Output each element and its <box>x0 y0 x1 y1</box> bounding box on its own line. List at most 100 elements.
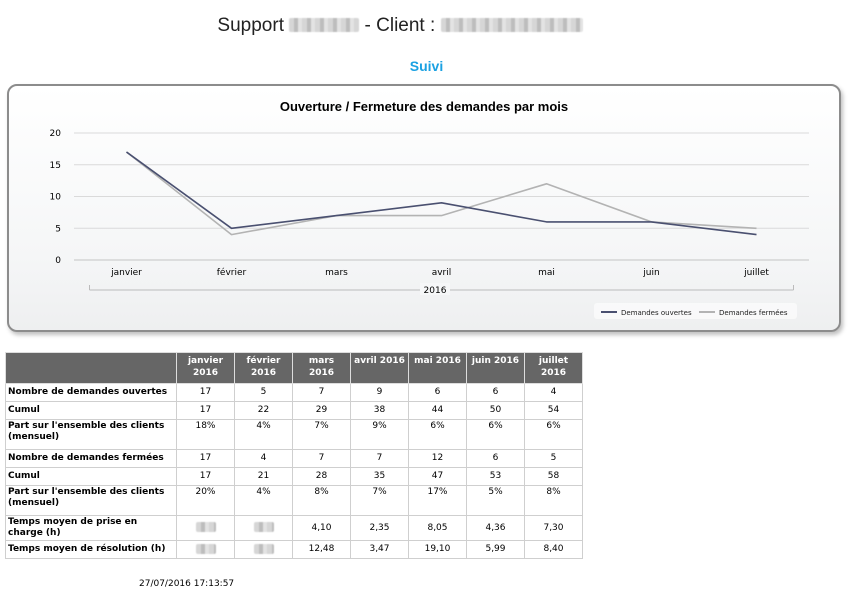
table-cell: 4% <box>234 419 293 450</box>
title-prefix: Support <box>217 15 284 36</box>
table-cell: 29 <box>292 401 351 420</box>
table-cell: 9 <box>350 383 409 402</box>
table-header-row: janvier 2016 février 2016 mars 2016 avril 20… <box>5 352 583 384</box>
table-cell: 6% <box>408 419 467 450</box>
table-cell: 20% <box>176 485 235 516</box>
table-cell: 47 <box>408 467 467 486</box>
y-tick-label: 5 <box>55 224 61 234</box>
x-tick-label: juillet <box>743 268 769 278</box>
series-line-demandes-ouvertes <box>126 151 757 236</box>
chart-panel: Ouverture / Fermeture des demandes par m… <box>7 84 841 332</box>
table-cell: 7 <box>292 383 351 402</box>
monthly-stats-table: janvier 2016 février 2016 mars 2016 avril 20… <box>5 352 583 559</box>
table-cell: 17 <box>176 401 235 420</box>
table-cell: 6 <box>408 383 467 402</box>
table-cell: 8% <box>524 485 583 516</box>
table-row: Part sur l'ensemble des clients (mensuel)… <box>5 485 583 516</box>
table-cell: 6 <box>466 383 525 402</box>
table-cell: 19,10 <box>408 540 467 559</box>
table-cell <box>176 515 235 541</box>
table-cell: 8,40 <box>524 540 583 559</box>
table-cell: 53 <box>466 467 525 486</box>
table-cell: 7 <box>292 449 351 468</box>
table-cell: 3,47 <box>350 540 409 559</box>
x-tick-label: juin <box>642 268 659 278</box>
table-cell: 18% <box>176 419 235 450</box>
table-column-header: janvier 2016 <box>176 352 235 384</box>
table-cell: 21 <box>234 467 293 486</box>
title-separator: - Client : <box>364 15 436 36</box>
redacted-value <box>253 522 274 533</box>
chart-title: Ouverture / Fermeture des demandes par m… <box>280 99 568 114</box>
table-cell: 50 <box>466 401 525 420</box>
table-cell: 7 <box>350 449 409 468</box>
table-cell: 6% <box>466 419 525 450</box>
table-cell: 6 <box>466 449 525 468</box>
y-tick-label: 15 <box>50 161 61 171</box>
x-tick-label: mars <box>325 268 348 278</box>
redacted-value <box>195 522 216 533</box>
table-cell: 12,48 <box>292 540 351 559</box>
group-label: 2016 <box>424 286 447 296</box>
x-tick-label: mai <box>538 268 555 278</box>
table-cell: 38 <box>350 401 409 420</box>
row-label: Temps moyen de résolution (h) <box>5 540 177 559</box>
table-cell: 6% <box>524 419 583 450</box>
table-row: Temps moyen de prise en charge (h) 4,10 2,… <box>5 515 583 541</box>
table-cell: 28 <box>292 467 351 486</box>
table-cell: 54 <box>524 401 583 420</box>
row-label: Cumul <box>5 467 177 486</box>
table-cell: 5 <box>524 449 583 468</box>
table-cell: 7,30 <box>524 515 583 541</box>
page-title: Support - Client : <box>0 15 800 37</box>
redacted-company-name <box>289 18 360 32</box>
table-column-header: février 2016 <box>234 352 293 384</box>
table-row: Part sur l'ensemble des clients (mensuel)… <box>5 419 583 450</box>
table-row: Nombre de demandes ouvertes 17 5 7 9 6 6 4 <box>5 383 583 402</box>
table-cell: 9% <box>350 419 409 450</box>
legend-box <box>594 303 797 319</box>
table-cell: 4,36 <box>466 515 525 541</box>
table-cell: 5,99 <box>466 540 525 559</box>
table-cell: 17 <box>176 467 235 486</box>
table-row: Temps moyen de résolution (h) 12,48 3,47 19… <box>5 540 583 559</box>
row-label: Cumul <box>5 401 177 420</box>
y-tick-label: 0 <box>55 256 61 266</box>
row-label: Part sur l'ensemble des clients (mensuel) <box>5 485 177 516</box>
table-column-header: mai 2016 <box>408 352 467 384</box>
row-label: Temps moyen de prise en charge (h) <box>5 515 177 541</box>
redacted-client-name <box>440 18 583 32</box>
table-cell: 44 <box>408 401 467 420</box>
table-cell: 22 <box>234 401 293 420</box>
row-label: Part sur l'ensemble des clients (mensuel) <box>5 419 177 450</box>
table-cell: 8% <box>292 485 351 516</box>
table-cell: 7% <box>350 485 409 516</box>
table-cell: 12 <box>408 449 467 468</box>
line-chart: Ouverture / Fermeture des demandes par m… <box>50 99 809 319</box>
table-cell: 2,35 <box>350 515 409 541</box>
table-cell: 58 <box>524 467 583 486</box>
redacted-value <box>253 543 274 554</box>
table-column-header: mars 2016 <box>292 352 351 384</box>
group-label-bg <box>420 283 450 295</box>
table-cell: 5 <box>234 383 293 402</box>
table-cell: 17 <box>176 383 235 402</box>
table-cell: 4,10 <box>292 515 351 541</box>
legend-label: Demandes fermées <box>719 309 788 317</box>
table-cell: 4% <box>234 485 293 516</box>
x-tick-label: février <box>217 267 247 278</box>
row-label: Nombre de demandes fermées <box>5 449 177 468</box>
table-row: Cumul 17 21 28 35 47 53 58 <box>5 467 583 486</box>
x-tick-label: janvier <box>110 268 142 278</box>
table-cell <box>176 540 235 559</box>
y-tick-label: 20 <box>50 129 62 139</box>
table-header-blank <box>5 352 177 384</box>
table-cell: 8,05 <box>408 515 467 541</box>
section-title: Suivi <box>409 58 444 74</box>
table-cell: 17% <box>408 485 467 516</box>
table-row: Nombre de demandes fermées 17 4 7 7 12 6 5 <box>5 449 583 468</box>
generated-timestamp: 27/07/2016 17:13:57 <box>139 579 235 589</box>
table-cell: 5% <box>466 485 525 516</box>
table-cell: 17 <box>176 449 235 468</box>
table-column-header: avril 2016 <box>350 352 409 384</box>
